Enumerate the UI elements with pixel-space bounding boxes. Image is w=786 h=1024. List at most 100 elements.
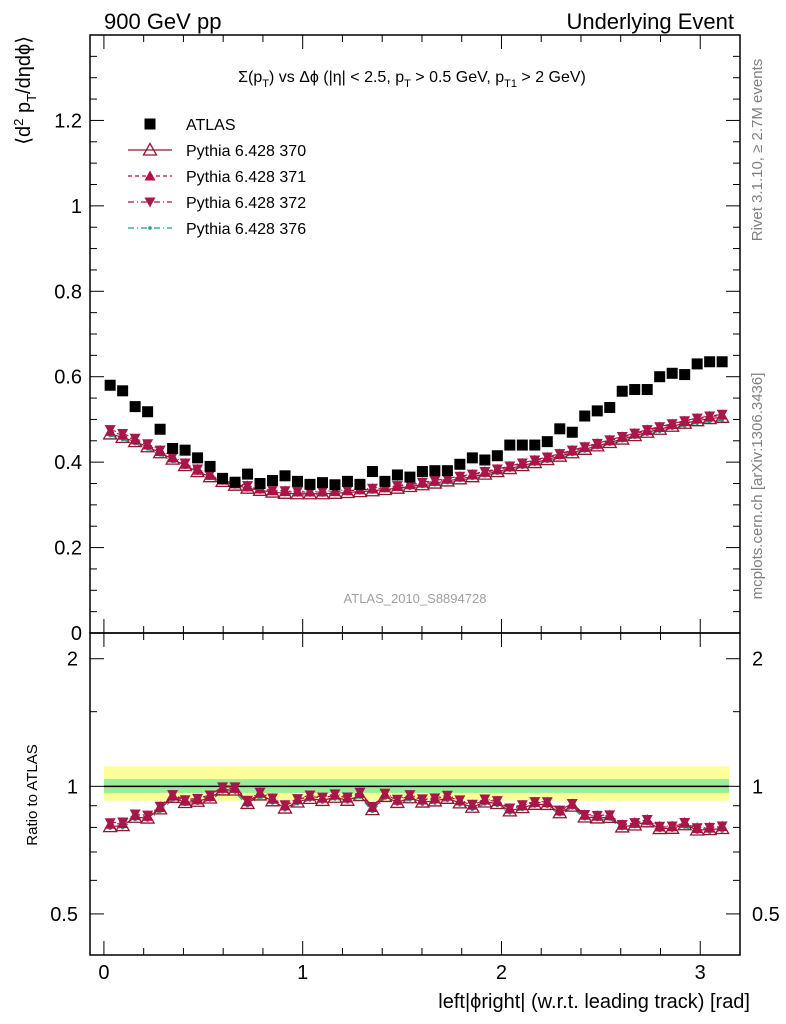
ratio-point-pythia-6-428-372 — [192, 793, 204, 804]
ratio-point-pythia-6-428-372 — [616, 819, 628, 830]
legend-label-pythia-6-428-376: Pythia 6.428 376 — [186, 221, 306, 238]
data-point-pythia-6-428-372 — [366, 483, 378, 494]
ratio-point-pythia-6-428-372 — [466, 799, 478, 810]
data-point-atlas — [366, 466, 378, 478]
x-tick-label: 3 — [695, 962, 706, 984]
data-point-pythia-6-428-372 — [641, 425, 653, 436]
ratio-point-pythia-6-428-372 — [629, 818, 641, 829]
ratio-point-pythia-6-428-372 — [491, 796, 503, 807]
ratio-point-pythia-6-428-372 — [541, 797, 553, 808]
data-point-pythia-6-428-372 — [616, 432, 628, 443]
data-point-pythia-6-428-372 — [154, 445, 166, 456]
x-tick-label: 2 — [496, 962, 507, 984]
data-point-atlas — [329, 479, 341, 491]
ratio-point-pythia-6-428-372 — [441, 790, 453, 801]
legend-marker-pythia-6-428-376 — [148, 226, 152, 230]
y-axis-label: ⟨d2 pT/dηdϕ⟩ — [11, 36, 39, 145]
data-point-atlas — [404, 471, 416, 483]
data-point-atlas — [129, 401, 141, 413]
data-point-atlas — [441, 465, 453, 477]
data-point-atlas — [516, 439, 528, 451]
ratio-y-tick-label-right: 1 — [752, 776, 763, 798]
data-point-atlas — [454, 458, 466, 470]
data-point-pythia-6-428-372 — [292, 486, 304, 497]
legend-marker-pythia-6-428-371 — [144, 170, 156, 181]
ratio-point-pythia-6-428-372 — [142, 810, 154, 821]
data-point-pythia-6-428-372 — [167, 452, 179, 463]
data-point-pythia-6-428-372 — [316, 486, 328, 497]
data-point-atlas — [604, 401, 616, 413]
data-point-atlas — [691, 358, 703, 370]
legend-label-pythia-6-428-372: Pythia 6.428 372 — [186, 195, 306, 212]
x-axis-label: left|ϕright| (w.r.t. leading track) [rad… — [438, 991, 750, 1013]
x-tick-label: 1 — [297, 962, 308, 984]
data-point-atlas — [704, 356, 716, 368]
data-point-atlas — [479, 454, 491, 466]
ratio-point-pythia-6-428-372 — [104, 818, 116, 829]
legend-label-pythia-6-428-371: Pythia 6.428 371 — [186, 169, 306, 186]
data-point-atlas — [354, 478, 366, 490]
data-point-atlas — [579, 410, 591, 422]
ratio-point-pythia-6-428-372 — [329, 789, 341, 800]
ratio-point-pythia-6-428-372 — [604, 810, 616, 821]
ratio-point-pythia-6-428-372 — [354, 787, 366, 798]
data-point-pythia-6-428-372 — [391, 481, 403, 492]
data-point-pythia-6-428-372 — [629, 428, 641, 439]
data-point-atlas — [654, 371, 666, 383]
data-point-pythia-6-428-372 — [267, 485, 279, 496]
ratio-point-pythia-6-428-372 — [391, 794, 403, 805]
ratio-point-pythia-6-428-372 — [117, 817, 129, 828]
ratio-point-pythia-6-428-372 — [316, 792, 328, 803]
ratio-point-pythia-6-428-372 — [454, 795, 466, 806]
ratio-point-pythia-6-428-372 — [416, 794, 428, 805]
legend-marker-atlas — [144, 118, 156, 130]
ratio-point-pythia-6-428-372 — [179, 795, 191, 806]
data-point-pythia-6-428-372 — [479, 467, 491, 478]
ratio-point-pythia-6-428-372 — [204, 790, 216, 801]
ratio-point-pythia-6-428-372 — [504, 803, 516, 814]
data-point-atlas — [666, 367, 678, 379]
ratio-point-pythia-6-428-372 — [242, 795, 254, 806]
data-point-pythia-6-428-372 — [204, 469, 216, 480]
data-point-pythia-6-428-372 — [242, 481, 254, 492]
ratio-y-tick-label-left: 2 — [67, 649, 78, 671]
data-point-pythia-6-428-372 — [704, 411, 716, 422]
data-point-atlas — [117, 385, 129, 397]
main-y-tick-label: 0.2 — [54, 538, 82, 560]
ratio-y-tick-label-right: 0.5 — [752, 904, 780, 926]
ratio-point-pythia-6-428-372 — [566, 799, 578, 810]
data-point-atlas — [629, 384, 641, 396]
main-y-tick-label: 0.8 — [54, 281, 82, 303]
ratio-point-pythia-6-428-372 — [691, 823, 703, 834]
data-point-atlas — [341, 475, 353, 487]
rivet-label: Rivet 3.1.10, ≥ 2.7M events — [749, 59, 766, 242]
ratio-point-pythia-6-428-372 — [154, 801, 166, 812]
data-point-atlas — [204, 460, 216, 472]
data-point-atlas — [217, 472, 229, 484]
data-point-atlas — [304, 478, 316, 490]
data-point-pythia-6-428-372 — [679, 416, 691, 427]
ratio-point-pythia-6-428-372 — [554, 805, 566, 816]
ratio-point-pythia-6-428-372 — [516, 800, 528, 811]
data-point-atlas — [491, 450, 503, 462]
data-point-atlas — [292, 475, 304, 487]
ratio-point-pythia-6-428-372 — [704, 822, 716, 833]
data-point-pythia-6-428-372 — [142, 439, 154, 450]
ratio-point-pythia-6-428-372 — [716, 821, 728, 832]
data-point-pythia-6-428-372 — [654, 422, 666, 433]
ratio-point-pythia-6-428-372 — [641, 815, 653, 826]
ratio-point-pythia-6-428-372 — [267, 793, 279, 804]
data-point-pythia-6-428-372 — [104, 425, 116, 436]
data-point-atlas — [416, 466, 428, 478]
legend-label-atlas: ATLAS — [186, 117, 236, 134]
data-point-pythia-6-428-372 — [179, 458, 191, 469]
data-point-atlas — [379, 475, 391, 487]
ratio-point-pythia-6-428-372 — [666, 821, 678, 832]
data-point-atlas — [391, 469, 403, 481]
data-point-pythia-6-428-372 — [466, 469, 478, 480]
data-point-atlas — [716, 356, 728, 368]
data-point-atlas — [142, 406, 154, 418]
ratio-y-tick-label-right: 2 — [752, 649, 763, 671]
data-point-atlas — [316, 477, 328, 489]
data-point-pythia-6-428-372 — [341, 485, 353, 496]
